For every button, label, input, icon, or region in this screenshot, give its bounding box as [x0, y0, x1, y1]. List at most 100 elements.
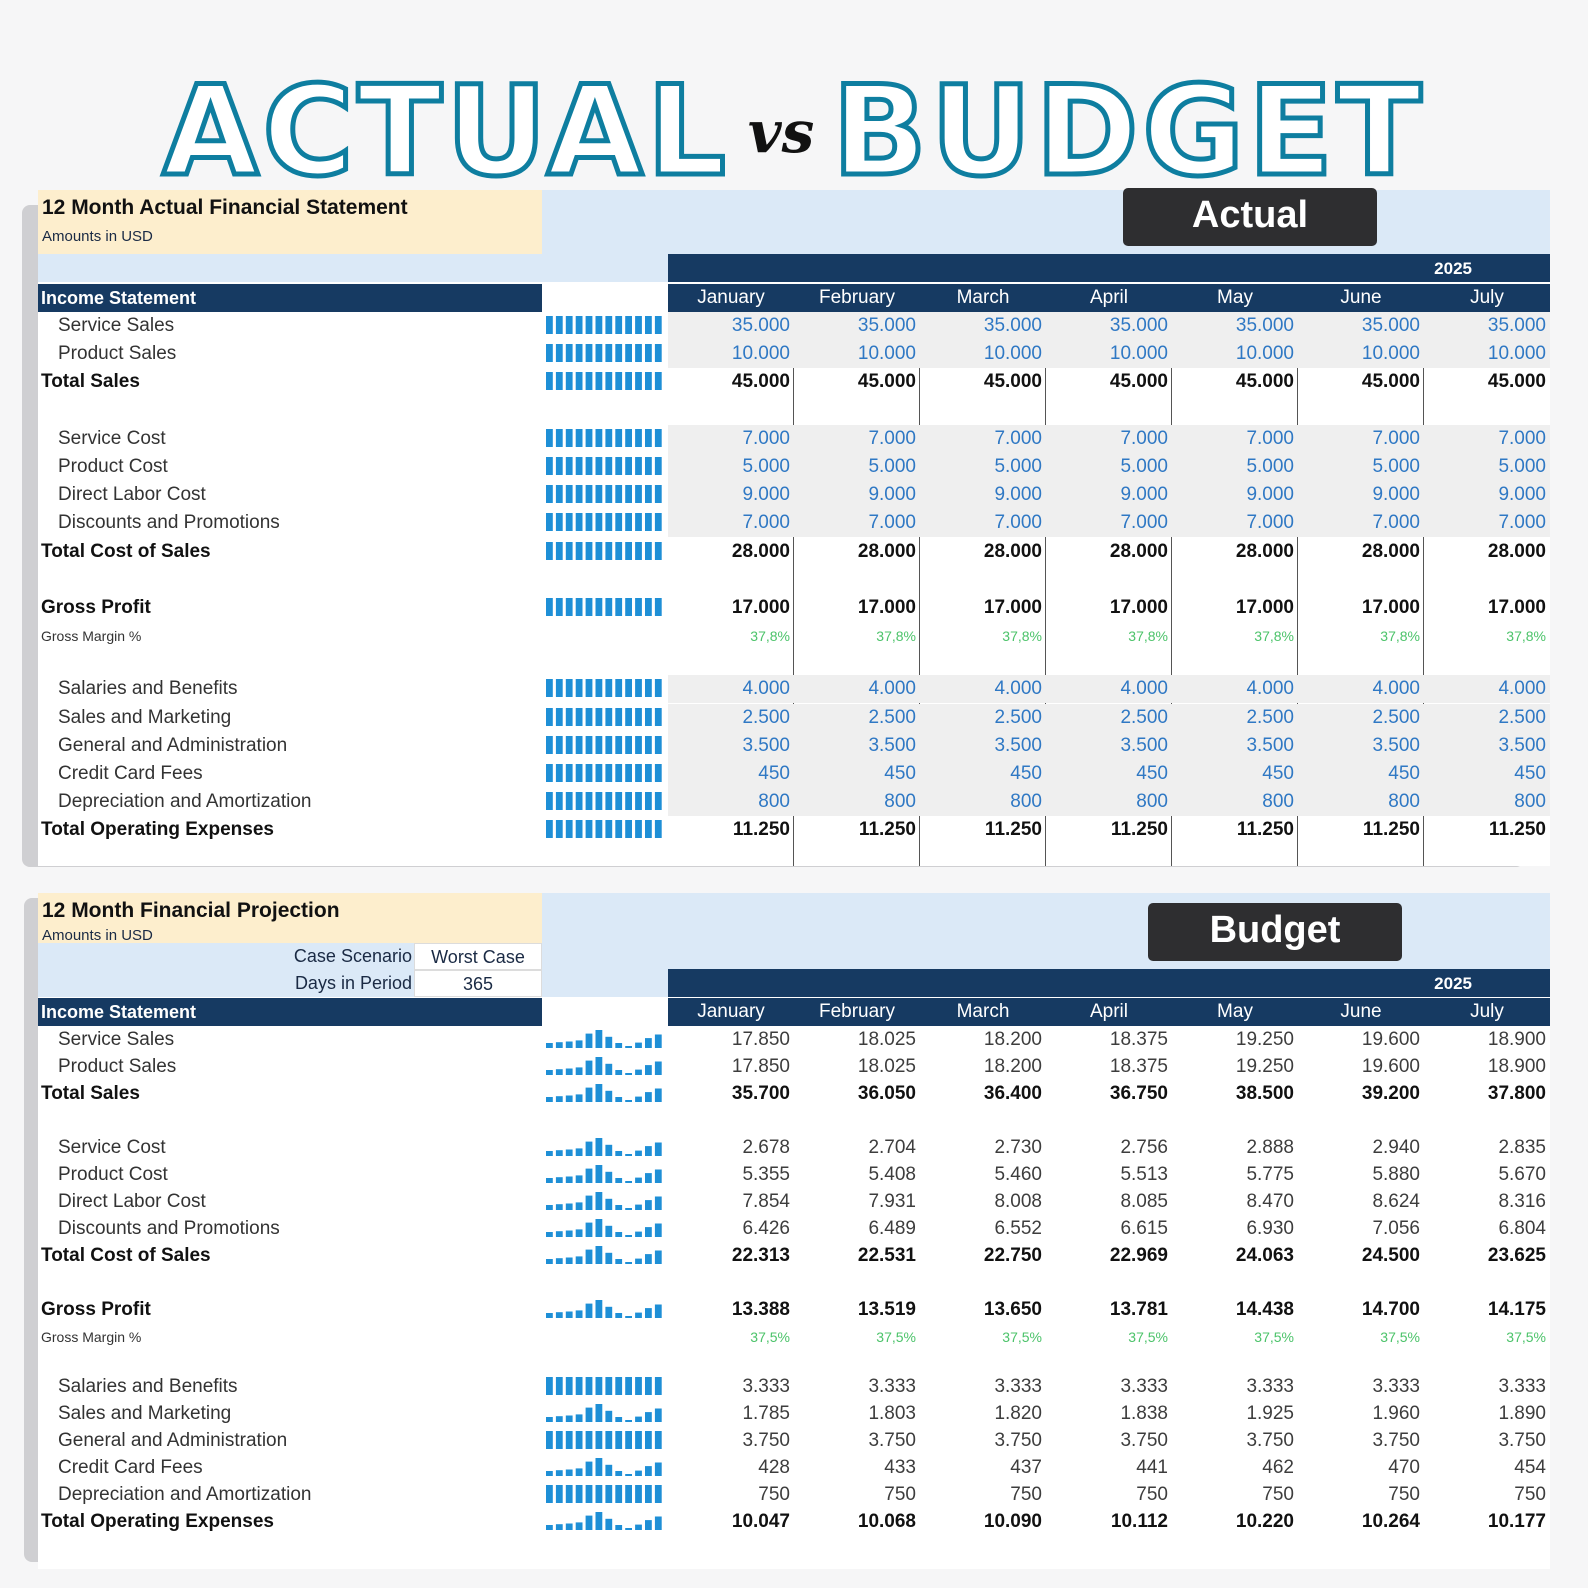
table-cell[interactable]: 2.500 [1046, 703, 1172, 732]
table-cell[interactable]: 4.000 [1172, 675, 1298, 704]
sparkline-bar [575, 372, 583, 391]
table-cell[interactable]: 35.000 [668, 312, 794, 340]
sparkline-bar [575, 1175, 583, 1183]
table-cell[interactable]: 450 [1298, 760, 1424, 788]
sparkline-bar [635, 1096, 642, 1102]
table-cell[interactable]: 7.000 [1046, 509, 1172, 538]
table-cell[interactable]: 450 [794, 760, 920, 788]
table-cell[interactable]: 2.500 [668, 703, 794, 732]
table-cell[interactable]: 9.000 [794, 481, 920, 510]
table-cell[interactable]: 4.000 [668, 675, 794, 704]
table-cell[interactable]: 3.500 [668, 731, 794, 760]
table-cell[interactable]: 800 [920, 788, 1046, 817]
table-cell[interactable]: 3.500 [1298, 731, 1424, 760]
table-cell[interactable]: 5.000 [1046, 453, 1172, 481]
table-cell[interactable]: 7.000 [1298, 509, 1424, 538]
title-box: 12 Month Actual Financial Statement Amou… [38, 190, 542, 254]
table-cell[interactable]: 5.000 [794, 453, 920, 481]
table-cell[interactable]: 5.000 [920, 453, 1046, 481]
table-cell[interactable]: 450 [1046, 760, 1172, 788]
table-row: Gross Profit 13.388 13.519 13.650 13.781 14.4… [38, 1296, 1550, 1324]
table-cell[interactable]: 3.500 [1424, 731, 1550, 760]
table-cell[interactable]: 9.000 [1172, 481, 1298, 510]
table-cell[interactable]: 4.000 [1424, 675, 1550, 704]
table-cell[interactable]: 3.500 [1046, 731, 1172, 760]
table-cell[interactable]: 800 [1424, 788, 1550, 817]
table-cell[interactable]: 7.000 [1046, 424, 1172, 453]
sparkline-bar [654, 1142, 662, 1156]
days-in-period-value[interactable]: 365 [414, 970, 542, 997]
row-label: Total Sales [41, 371, 140, 393]
table-cell[interactable]: 7.000 [920, 509, 1046, 538]
table-cell[interactable]: 9.000 [920, 481, 1046, 510]
table-cell[interactable]: 7.000 [1172, 424, 1298, 453]
table-cell[interactable]: 800 [1172, 788, 1298, 817]
table-cell[interactable]: 5.000 [1298, 453, 1424, 481]
table-cell: 5.460 [994, 1164, 1042, 1185]
table-cell: 454 [1514, 1457, 1546, 1478]
table-cell[interactable]: 35.000 [794, 312, 920, 340]
table-cell[interactable]: 10.000 [794, 340, 920, 369]
table-cell[interactable]: 2.500 [794, 703, 920, 732]
table-cell[interactable]: 10.000 [668, 340, 794, 369]
table-cell[interactable]: 7.000 [1424, 424, 1550, 453]
table-cell[interactable]: 7.000 [794, 509, 920, 538]
table-cell[interactable]: 5.000 [1172, 453, 1298, 481]
table-cell[interactable]: 10.000 [920, 340, 1046, 369]
table-cell[interactable]: 35.000 [1172, 312, 1298, 340]
case-scenario-value[interactable]: Worst Case [414, 943, 542, 970]
sparkline-bar [575, 707, 583, 726]
table-cell[interactable]: 7.000 [668, 424, 794, 453]
table-cell: 45.000 [1109, 371, 1168, 393]
table-cell[interactable]: 800 [1298, 788, 1424, 817]
table-cell[interactable]: 450 [1424, 760, 1550, 788]
table-cell[interactable]: 35.000 [920, 312, 1046, 340]
table-cell[interactable]: 800 [794, 788, 920, 817]
table-cell[interactable]: 5.000 [668, 453, 794, 481]
sparkline [546, 764, 662, 782]
table-cell[interactable]: 4.000 [1298, 675, 1424, 704]
table-row: Direct Labor Cost 9.000 9.000 9.000 9.000 9.0… [38, 481, 1550, 510]
table-cell[interactable]: 450 [920, 760, 1046, 788]
table-cell[interactable]: 10.000 [1298, 340, 1424, 369]
table-cell[interactable]: 10.000 [1172, 340, 1298, 369]
statement-title: 12 Month Actual Financial Statement [42, 196, 408, 219]
table-cell[interactable]: 2.500 [1298, 703, 1424, 732]
table-cell[interactable]: 4.000 [920, 675, 1046, 704]
table-cell[interactable]: 3.500 [794, 731, 920, 760]
table-cell[interactable]: 4.000 [794, 675, 920, 704]
table-cell: 8.085 [1120, 1191, 1168, 1212]
table-cell[interactable]: 7.000 [1424, 509, 1550, 538]
table-cell[interactable]: 7.000 [1172, 509, 1298, 538]
table-cell[interactable]: 2.500 [920, 703, 1046, 732]
table-cell[interactable]: 7.000 [794, 424, 920, 453]
table-cell: 8.470 [1246, 1191, 1294, 1212]
table-cell[interactable]: 2.500 [1172, 703, 1298, 732]
table-cell[interactable]: 10.000 [1424, 340, 1550, 369]
table-cell[interactable]: 3.500 [920, 731, 1046, 760]
table-cell[interactable]: 9.000 [668, 481, 794, 510]
table-cell[interactable]: 450 [1172, 760, 1298, 788]
table-cell[interactable]: 35.000 [1046, 312, 1172, 340]
table-cell[interactable]: 4.000 [1046, 675, 1172, 704]
table-cell[interactable]: 10.000 [1046, 340, 1172, 369]
table-cell[interactable]: 9.000 [1424, 481, 1550, 510]
table-cell[interactable]: 800 [668, 788, 794, 817]
sparkline-bar [635, 1069, 642, 1075]
table-cell[interactable]: 5.000 [1424, 453, 1550, 481]
sparkline-bar [565, 679, 573, 698]
table-cell[interactable]: 800 [1046, 788, 1172, 817]
table-cell[interactable]: 3.500 [1172, 731, 1298, 760]
sparkline-bar [585, 1033, 593, 1048]
table-cell[interactable]: 7.000 [668, 509, 794, 538]
table-cell[interactable]: 7.000 [920, 424, 1046, 453]
table-cell[interactable]: 7.000 [1298, 424, 1424, 453]
table-cell[interactable]: 450 [668, 760, 794, 788]
table-cell[interactable]: 9.000 [1046, 481, 1172, 510]
table-cell[interactable]: 2.500 [1424, 703, 1550, 732]
table-cell[interactable]: 9.000 [1298, 481, 1424, 510]
table-cell[interactable]: 35.000 [1298, 312, 1424, 340]
table-cell[interactable]: 35.000 [1424, 312, 1550, 340]
sparkline-bar [615, 485, 623, 504]
table-cell: 5.408 [868, 1164, 916, 1185]
